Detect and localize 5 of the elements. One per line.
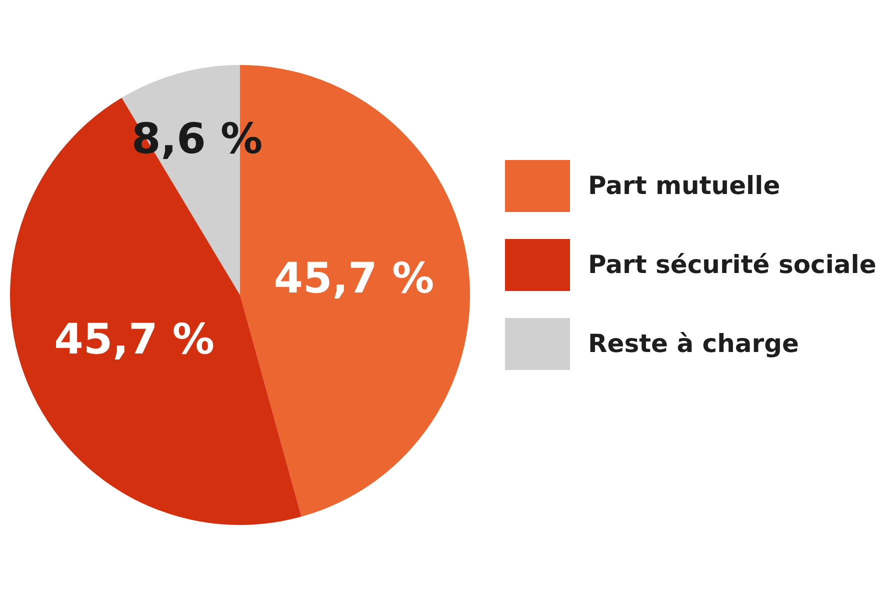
legend-label: Part mutuelle	[588, 171, 780, 200]
legend-label: Part sécurité sociale	[588, 250, 876, 279]
data-label: 45,7 %	[274, 254, 434, 303]
data-label: 45,7 %	[54, 314, 214, 364]
legend-label: Reste à charge	[588, 329, 799, 358]
